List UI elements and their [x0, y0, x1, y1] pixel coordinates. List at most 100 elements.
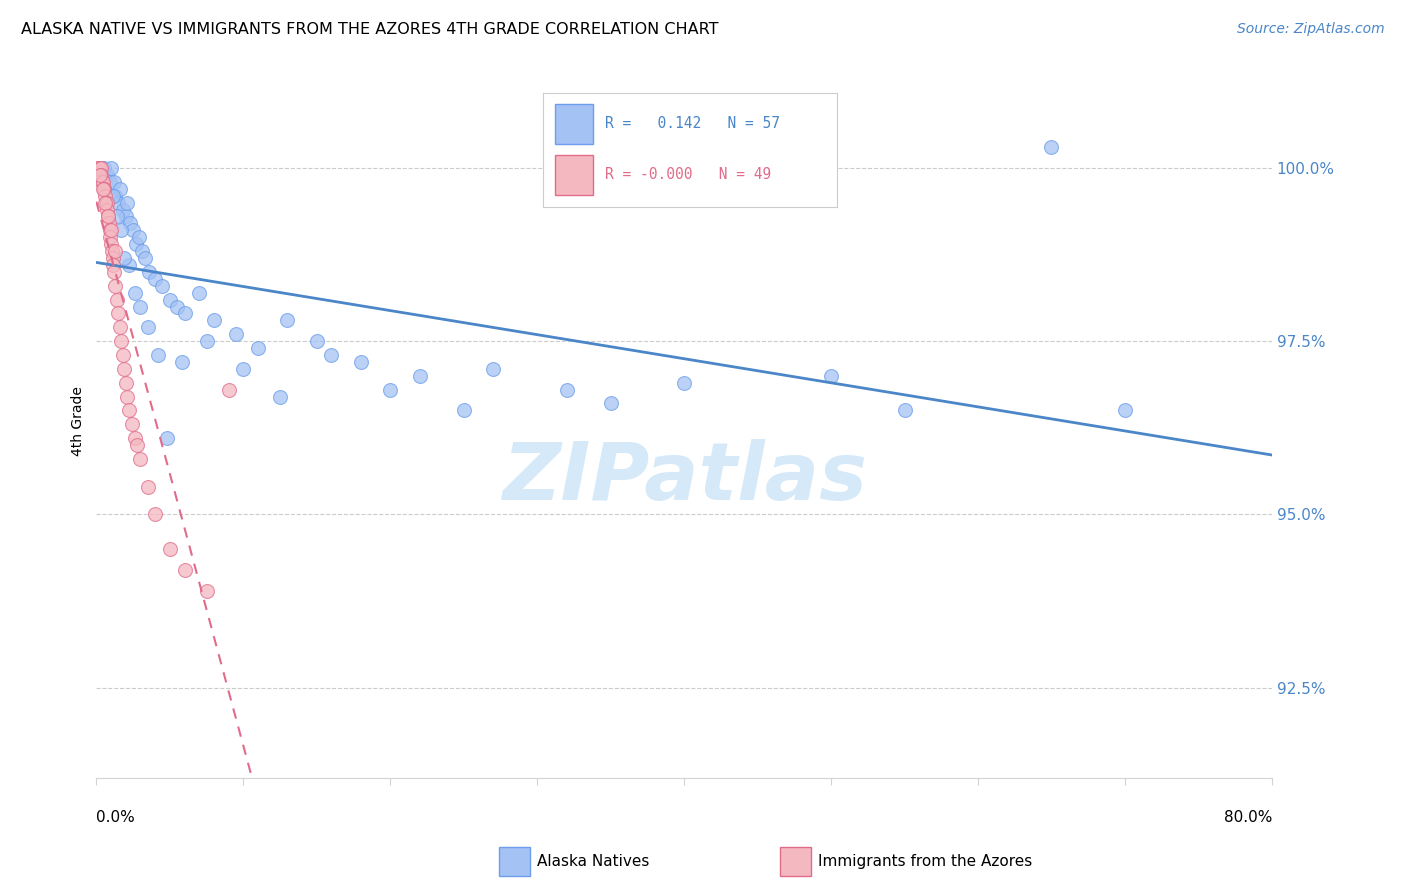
Point [170, 355, 193, 369]
Point [166, 300, 188, 314]
Point [893, 403, 915, 417]
Point [93, 182, 115, 196]
Point [159, 541, 181, 556]
Point [100, 237, 122, 252]
Point [103, 265, 125, 279]
Text: 0.0%: 0.0% [97, 810, 135, 825]
Point [97, 210, 120, 224]
Point [120, 216, 142, 230]
Point [107, 306, 129, 320]
Point [100, 161, 122, 175]
Point [129, 300, 152, 314]
Text: Immigrants from the Azores: Immigrants from the Azores [818, 855, 1032, 869]
Point [143, 272, 166, 286]
Point [115, 195, 138, 210]
Point [91, 182, 114, 196]
Point [103, 258, 125, 272]
Point [129, 451, 152, 466]
Point [110, 223, 132, 237]
Point [89, 168, 111, 182]
Point [89, 161, 111, 175]
Point [91, 175, 114, 189]
Point [93, 161, 115, 175]
Point [136, 480, 159, 494]
Point [101, 244, 124, 258]
Point [195, 583, 218, 598]
Point [111, 202, 134, 217]
Point [94, 195, 117, 210]
Point [107, 195, 129, 210]
Point [87, 161, 110, 175]
Point [1114, 403, 1136, 417]
Point [105, 293, 128, 307]
Point [159, 293, 181, 307]
Point [103, 175, 125, 189]
Point [115, 390, 138, 404]
Point [96, 202, 118, 217]
Point [122, 223, 145, 237]
Point [156, 431, 179, 445]
Point [131, 244, 153, 258]
Point [305, 334, 328, 348]
Point [408, 368, 430, 383]
Point [820, 368, 842, 383]
Point [97, 210, 120, 224]
Point [105, 210, 128, 224]
Point [112, 362, 135, 376]
Point [350, 355, 373, 369]
Point [173, 306, 195, 320]
Point [89, 161, 111, 175]
Point [90, 161, 112, 175]
Point [269, 390, 291, 404]
Point [232, 362, 254, 376]
Point [94, 195, 117, 210]
Point [104, 188, 127, 202]
Text: Source: ZipAtlas.com: Source: ZipAtlas.com [1237, 22, 1385, 37]
Point [97, 216, 120, 230]
Point [673, 376, 696, 390]
Point [94, 188, 117, 202]
Point [114, 376, 136, 390]
Point [143, 508, 166, 522]
Point [136, 320, 159, 334]
Point [90, 161, 112, 175]
Point [173, 563, 195, 577]
Point [108, 320, 131, 334]
Point [104, 278, 127, 293]
Point [101, 188, 124, 202]
Point [90, 168, 112, 182]
Point [555, 383, 578, 397]
Point [125, 237, 148, 252]
Point [152, 278, 174, 293]
Point [118, 403, 141, 417]
Text: Alaska Natives: Alaska Natives [537, 855, 650, 869]
Point [114, 210, 136, 224]
Point [599, 396, 621, 410]
Point [101, 251, 124, 265]
Point [124, 285, 146, 300]
Point [225, 327, 247, 342]
Point [111, 348, 134, 362]
Point [91, 175, 114, 189]
Y-axis label: 4th Grade: 4th Grade [72, 386, 86, 456]
Point [146, 348, 169, 362]
Point [100, 223, 122, 237]
Point [482, 362, 505, 376]
Point [127, 438, 149, 452]
Point [188, 285, 211, 300]
Point [112, 251, 135, 265]
Point [96, 195, 118, 210]
Point [138, 265, 160, 279]
Point [380, 383, 402, 397]
Point [128, 230, 150, 244]
Text: ALASKA NATIVE VS IMMIGRANTS FROM THE AZORES 4TH GRADE CORRELATION CHART: ALASKA NATIVE VS IMMIGRANTS FROM THE AZO… [21, 22, 718, 37]
Point [110, 334, 132, 348]
Point [202, 313, 225, 327]
Text: 80.0%: 80.0% [1223, 810, 1272, 825]
Point [98, 230, 121, 244]
Point [246, 341, 269, 355]
Point [276, 313, 298, 327]
Point [121, 417, 143, 432]
Point [321, 348, 343, 362]
Point [108, 182, 131, 196]
